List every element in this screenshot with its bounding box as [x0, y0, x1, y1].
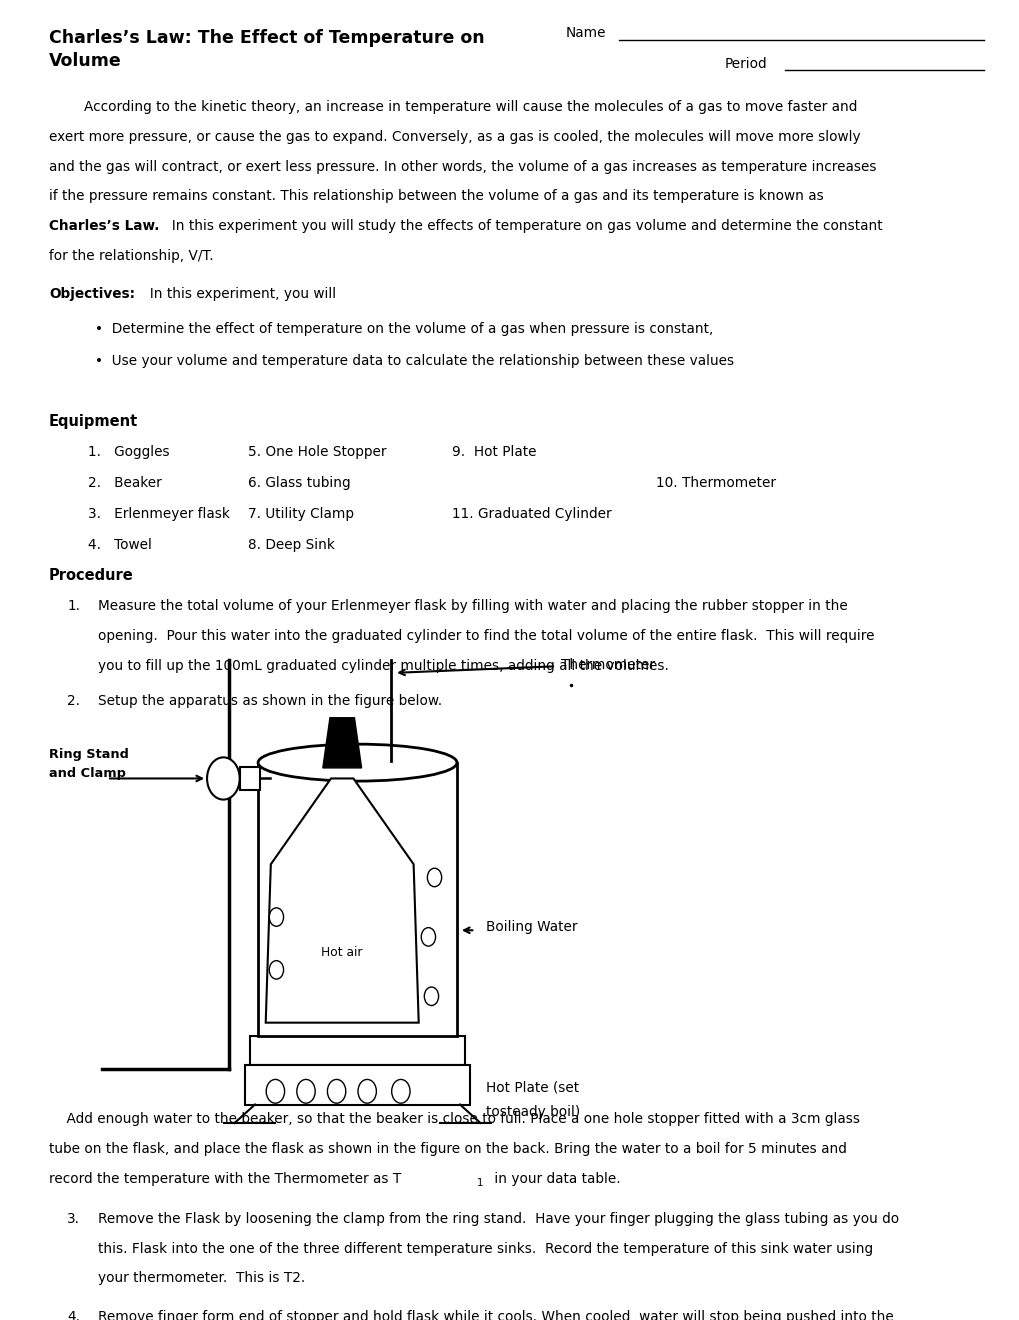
Text: Remove the Flask by loosening the clamp from the ring stand.  Have your finger p: Remove the Flask by loosening the clamp …	[98, 1212, 898, 1226]
Text: 6. Glass tubing: 6. Glass tubing	[248, 477, 351, 490]
Text: your thermometer.  This is T2.: your thermometer. This is T2.	[98, 1271, 305, 1286]
Text: 4.   Towel: 4. Towel	[88, 539, 152, 552]
Text: 1.: 1.	[67, 599, 81, 614]
Text: 2.   Beaker: 2. Beaker	[88, 477, 161, 490]
Text: Charles’s Law: The Effect of Temperature on
Volume: Charles’s Law: The Effect of Temperature…	[49, 29, 484, 70]
Bar	[239, 767, 260, 791]
Text: 5. One Hole Stopper: 5. One Hole Stopper	[248, 445, 386, 459]
Text: Measure the total volume of your Erlenmeyer flask by filling with water and plac: Measure the total volume of your Erlenme…	[98, 599, 847, 614]
Circle shape	[358, 1080, 376, 1104]
Text: 3.: 3.	[67, 1212, 81, 1226]
Text: and the gas will contract, or exert less pressure. In other words, the volume of: and the gas will contract, or exert less…	[49, 160, 875, 174]
Bar	[245, 1065, 470, 1105]
Text: According to the kinetic theory, an increase in temperature will cause the molec: According to the kinetic theory, an incr…	[49, 100, 857, 115]
Circle shape	[269, 908, 283, 927]
Text: 9.  Hot Plate: 9. Hot Plate	[451, 445, 536, 459]
Text: for the relationship, V/T.: for the relationship, V/T.	[49, 248, 213, 263]
Text: you to fill up the 100mL graduated cylinder multiple times, adding all the volum: you to fill up the 100mL graduated cylin…	[98, 659, 668, 673]
Circle shape	[207, 758, 239, 800]
Text: Boiling Water: Boiling Water	[485, 920, 577, 933]
Circle shape	[269, 961, 283, 979]
Text: Name: Name	[566, 26, 606, 41]
Text: •  Use your volume and temperature data to calculate the relationship between th: • Use your volume and temperature data t…	[95, 354, 734, 368]
Text: •  Determine the effect of temperature on the volume of a gas when pressure is c: • Determine the effect of temperature on…	[95, 322, 712, 335]
Polygon shape	[323, 718, 362, 768]
Text: 10. Thermometer: 10. Thermometer	[655, 477, 775, 490]
Text: this. Flask into the one of the three different temperature sinks.  Record the t: this. Flask into the one of the three di…	[98, 1242, 872, 1255]
Text: 3.   Erlenmeyer flask: 3. Erlenmeyer flask	[88, 507, 229, 521]
Text: 4.: 4.	[67, 1309, 81, 1320]
Circle shape	[424, 987, 438, 1006]
Text: tube on the flask, and place the flask as shown in the figure on the back. Bring: tube on the flask, and place the flask a…	[49, 1142, 846, 1156]
Ellipse shape	[258, 744, 457, 781]
Text: Setup the apparatus as shown in the figure below.: Setup the apparatus as shown in the figu…	[98, 694, 441, 709]
Circle shape	[266, 1080, 284, 1104]
Text: In this experiment you will study the effects of temperature on gas volume and d: In this experiment you will study the ef…	[163, 219, 882, 234]
Text: In this experiment, you will: In this experiment, you will	[141, 288, 335, 301]
Text: Add enough water to the beaker, so that the beaker is close to full. Place a one: Add enough water to the beaker, so that …	[49, 1113, 859, 1126]
Text: 2.: 2.	[67, 694, 81, 709]
Text: 8. Deep Sink: 8. Deep Sink	[248, 539, 334, 552]
Text: Remove finger form end of stopper and hold flask while it cools. When cooled, wa: Remove finger form end of stopper and ho…	[98, 1309, 893, 1320]
Text: Ring Stand: Ring Stand	[49, 748, 128, 762]
Text: Equipment: Equipment	[49, 413, 139, 429]
Text: Thermometer: Thermometer	[560, 659, 654, 672]
Text: in your data table.: in your data table.	[489, 1172, 620, 1185]
Text: opening.  Pour this water into the graduated cylinder to find the total volume o: opening. Pour this water into the gradua…	[98, 628, 873, 643]
Text: Hot air: Hot air	[321, 946, 363, 960]
Text: Charles’s Law.: Charles’s Law.	[49, 219, 159, 234]
Circle shape	[391, 1080, 410, 1104]
Text: if the pressure remains constant. This relationship between the volume of a gas : if the pressure remains constant. This r…	[49, 189, 823, 203]
Circle shape	[427, 869, 441, 887]
Text: 1: 1	[477, 1179, 483, 1188]
Text: record the temperature with the Thermometer as T: record the temperature with the Thermome…	[49, 1172, 400, 1185]
Circle shape	[297, 1080, 315, 1104]
Text: 1.   Goggles: 1. Goggles	[88, 445, 169, 459]
Text: Objectives:: Objectives:	[49, 288, 135, 301]
Text: Procedure: Procedure	[49, 568, 133, 583]
Circle shape	[421, 928, 435, 946]
Bar	[250, 1036, 465, 1065]
Text: tosteady boil): tosteady boil)	[485, 1105, 579, 1118]
Text: 11. Graduated Cylinder: 11. Graduated Cylinder	[451, 507, 610, 521]
Text: and Clamp: and Clamp	[49, 767, 125, 780]
Text: 7. Utility Clamp: 7. Utility Clamp	[248, 507, 354, 521]
Text: Period: Period	[723, 57, 766, 71]
Circle shape	[327, 1080, 345, 1104]
Text: Hot Plate (set: Hot Plate (set	[485, 1081, 578, 1094]
Bar	[258, 763, 457, 1036]
Polygon shape	[265, 779, 419, 1023]
Text: exert more pressure, or cause the gas to expand. Conversely, as a gas is cooled,: exert more pressure, or cause the gas to…	[49, 131, 860, 144]
